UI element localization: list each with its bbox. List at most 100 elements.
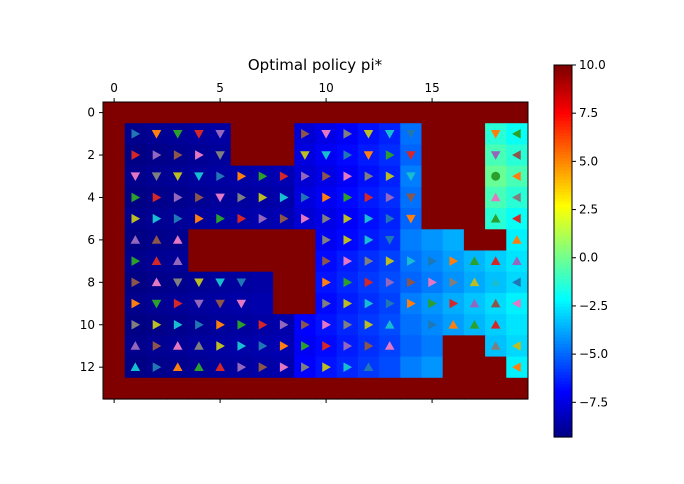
policy-arrow — [384, 341, 395, 350]
wall-cell — [294, 377, 317, 400]
colorbar-segment — [554, 114, 572, 119]
wall-cell — [463, 377, 486, 400]
policy-arrow — [172, 256, 183, 265]
policy-arrow — [172, 172, 183, 182]
y-tick-label: 6 — [87, 233, 95, 247]
colorbar-segment — [554, 294, 572, 299]
policy-arrow — [195, 150, 204, 160]
policy-arrow — [363, 151, 374, 160]
policy-arrow — [364, 213, 374, 224]
policy-arrow — [130, 172, 141, 182]
wall-cell — [188, 250, 211, 273]
wall-cell — [273, 144, 295, 167]
wall-cell — [506, 102, 529, 124]
wall-cell — [273, 292, 295, 315]
colorbar-tick-label: 5.0 — [579, 154, 598, 168]
policy-arrow — [490, 277, 501, 287]
policy-arrow — [131, 129, 141, 139]
value-cell — [251, 292, 274, 315]
wall-cell — [357, 377, 380, 400]
policy-arrow — [469, 277, 480, 287]
wall-cell — [442, 377, 465, 400]
wall-cell — [103, 123, 126, 146]
policy-arrow — [512, 256, 522, 265]
value-cell — [421, 356, 444, 379]
policy-arrow — [194, 172, 204, 182]
colorbar-segment — [554, 306, 572, 311]
colorbar-segment — [554, 368, 572, 373]
goal-marker — [491, 171, 501, 181]
policy-arrow — [343, 319, 353, 330]
wall-cell — [103, 271, 126, 294]
wall-cell — [315, 102, 338, 124]
colorbar-segment — [554, 359, 572, 364]
colorbar-segment — [554, 213, 572, 218]
policy-arrow — [301, 171, 310, 182]
policy-arrow — [322, 319, 331, 330]
colorbar-segment — [554, 148, 572, 153]
plot-frame — [102, 101, 529, 400]
value-cell — [400, 314, 423, 336]
policy-arrow — [448, 319, 459, 329]
policy-arrow — [173, 213, 183, 224]
colorbar-segment — [554, 154, 572, 159]
policy-arrow — [321, 151, 331, 160]
wall-cell — [336, 102, 359, 124]
policy-arrow — [237, 213, 247, 224]
wall-cell — [167, 102, 189, 124]
wall-cell — [188, 377, 211, 400]
colorbar-segment — [554, 378, 572, 382]
policy-arrow — [195, 319, 204, 330]
colorbar-segment — [554, 254, 572, 258]
wall-cell — [103, 356, 126, 379]
colorbar-segment — [554, 297, 572, 302]
wall-cell — [230, 123, 253, 146]
policy-arrow — [490, 213, 501, 223]
policy-arrow — [131, 192, 141, 203]
wall-cell — [209, 377, 232, 400]
colorbar-segment — [554, 344, 572, 348]
policy-arrow — [194, 278, 204, 288]
wall-cell — [442, 102, 465, 124]
colorbar-segment — [554, 322, 572, 326]
value-cell — [506, 314, 529, 336]
value-cell — [421, 335, 444, 358]
y-tick-label: 10 — [80, 318, 95, 332]
value-cell — [442, 229, 465, 252]
colorbar-segment — [554, 427, 572, 432]
policy-arrow — [215, 151, 225, 160]
colorbar-segment — [554, 402, 572, 407]
colorbar-segment — [554, 133, 572, 137]
policy-arrow — [428, 256, 437, 266]
policy-arrow — [152, 341, 162, 351]
colorbar-segment — [554, 396, 572, 401]
colorbar-segment — [554, 179, 572, 184]
policy-arrow — [384, 236, 395, 245]
policy-arrow — [343, 150, 353, 160]
policy-arrow — [449, 298, 459, 309]
wall-cell — [485, 377, 507, 400]
policy-arrow — [172, 129, 183, 139]
policy-arrow — [512, 150, 521, 160]
y-tick-label: 12 — [80, 360, 95, 374]
colorbar-segment — [554, 77, 572, 82]
colorbar-segment — [554, 418, 572, 423]
policy-arrow — [131, 277, 141, 288]
policy-arrow — [173, 192, 183, 203]
colorbar-frame — [553, 64, 573, 438]
wall-cell — [209, 250, 232, 273]
wall-cell — [442, 356, 465, 379]
policy-arrow — [152, 213, 162, 224]
policy-arrow — [363, 129, 374, 139]
colorbar-segment — [554, 266, 572, 271]
colorbar-segment — [554, 96, 572, 100]
heatmap-cells — [103, 102, 529, 400]
policy-arrow — [215, 299, 225, 309]
colorbar-tick-label: −2.5 — [579, 299, 608, 313]
wall-cell — [421, 186, 444, 209]
policy-arrow — [385, 171, 395, 182]
wall-cell — [103, 229, 126, 252]
wall-cell — [251, 144, 274, 167]
colorbar-segment — [554, 216, 572, 221]
policy-arrow — [279, 213, 289, 224]
